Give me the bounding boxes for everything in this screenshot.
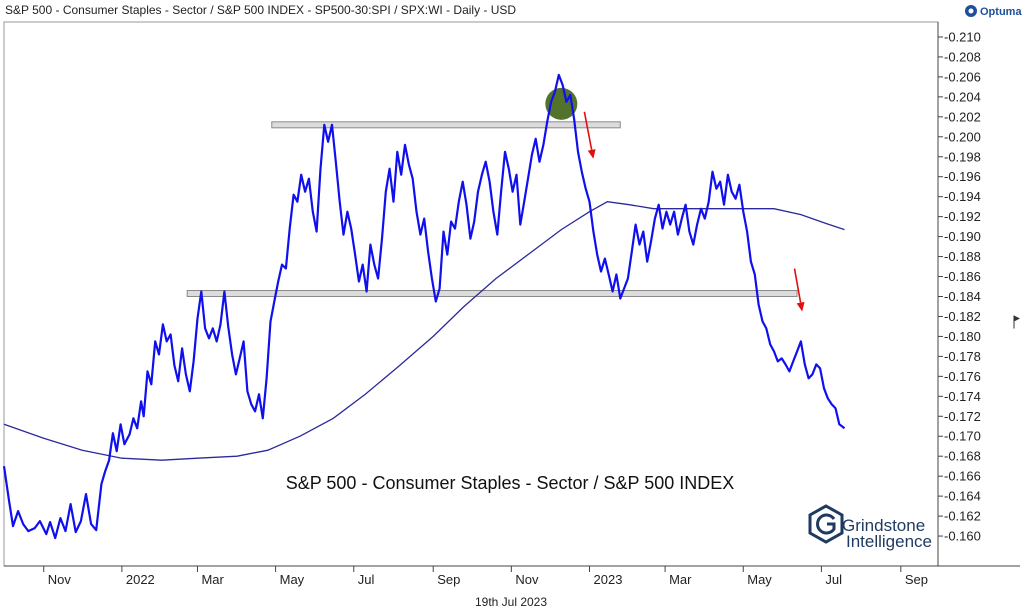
arrow-head-icon xyxy=(796,301,805,312)
arrow-shaft xyxy=(583,111,593,151)
y-tick-label: -0.178 xyxy=(944,349,981,364)
resistance-band xyxy=(186,290,798,298)
y-tick-label: -0.164 xyxy=(944,489,981,504)
grindstone-logo: Grindstone Intelligence xyxy=(808,504,932,551)
x-tick-label: Nov xyxy=(515,572,539,587)
y-tick-label: -0.192 xyxy=(944,209,981,224)
x-tick-label: Jul xyxy=(358,572,375,587)
x-tick-label: Sep xyxy=(905,572,928,587)
y-tick-label: -0.188 xyxy=(944,249,981,264)
y-tick-label: -0.182 xyxy=(944,309,981,324)
y-tick-label: -0.194 xyxy=(944,189,981,204)
y-tick-label: -0.184 xyxy=(944,289,981,304)
y-tick-label: -0.180 xyxy=(944,329,981,344)
x-tick-label: Jul xyxy=(825,572,842,587)
ratio-line-layer xyxy=(2,73,846,540)
last-value-flag xyxy=(1013,315,1020,329)
y-tick-label: -0.204 xyxy=(944,89,981,104)
y-tick-label: -0.166 xyxy=(944,469,981,484)
chart-annotation: S&P 500 - Consumer Staples - Sector / S&… xyxy=(286,473,735,493)
y-tick-label: -0.170 xyxy=(944,429,981,444)
y-tick-label: -0.202 xyxy=(944,109,981,124)
chart-header-title: S&P 500 - Consumer Staples - Sector / S&… xyxy=(5,3,516,17)
y-axis-ticks: -0.160 -0.162 -0.164 -0.166 -0.168 -0.170 -0.1… xyxy=(938,29,981,544)
x-tick-label: Nov xyxy=(48,572,72,587)
y-tick-label: -0.186 xyxy=(944,269,981,284)
y-tick-label: -0.198 xyxy=(944,149,981,164)
arrow-layer xyxy=(583,111,805,312)
y-tick-label: -0.168 xyxy=(944,449,981,464)
x-tick-label: May xyxy=(747,572,772,587)
x-tick-label: Mar xyxy=(201,572,224,587)
grindstone-logo-line1: Grindstone xyxy=(842,516,925,535)
y-tick-label: -0.176 xyxy=(944,369,981,384)
y-tick-label: -0.160 xyxy=(944,529,981,544)
arrow-shaft xyxy=(793,268,802,303)
gear-icon-center xyxy=(968,8,974,14)
arrow-head-icon xyxy=(587,149,596,159)
x-tick-label: Mar xyxy=(669,572,692,587)
chart-date: 19th Jul 2023 xyxy=(475,595,547,609)
y-tick-label: -0.174 xyxy=(944,389,981,404)
y-tick-label: -0.210 xyxy=(944,29,981,44)
ratio-line xyxy=(2,73,846,540)
y-tick-label: -0.200 xyxy=(944,129,981,144)
hexagon-g-logo-icon xyxy=(808,504,844,544)
grindstone-logo-line2: Intelligence xyxy=(846,532,932,551)
y-tick-label: -0.208 xyxy=(944,49,981,64)
x-tick-label: 2022 xyxy=(126,572,155,587)
x-tick-label: May xyxy=(280,572,305,587)
optuma-logo-label: Optuma xyxy=(980,6,1022,18)
y-tick-label: -0.206 xyxy=(944,69,981,84)
resistance-band xyxy=(271,121,621,129)
y-tick-label: -0.196 xyxy=(944,169,981,184)
x-axis-ticks: Nov 2022 Mar May Jul Sep Nov 2023 Mar May Jul Sep xyxy=(43,566,928,587)
moving-average-line xyxy=(3,201,845,461)
y-tick-label: -0.190 xyxy=(944,229,981,244)
y-tick-label: -0.162 xyxy=(944,509,981,524)
y-tick-label: -0.172 xyxy=(944,409,981,424)
x-tick-label: 2023 xyxy=(594,572,623,587)
moving-average-layer xyxy=(3,201,845,461)
optuma-logo: Optuma xyxy=(965,5,1022,18)
x-tick-label: Sep xyxy=(437,572,460,587)
resistance-bands xyxy=(186,121,798,298)
flag-marker-icon xyxy=(1014,315,1020,322)
